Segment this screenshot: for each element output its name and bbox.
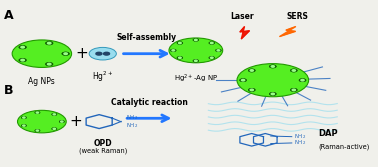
- Text: (Raman-active): (Raman-active): [319, 143, 370, 150]
- Circle shape: [64, 53, 67, 54]
- Circle shape: [21, 116, 26, 119]
- Circle shape: [48, 63, 51, 65]
- Text: Laser: Laser: [231, 12, 254, 21]
- Circle shape: [299, 78, 306, 82]
- Text: B: B: [4, 84, 14, 97]
- Circle shape: [211, 57, 213, 58]
- Circle shape: [96, 52, 102, 55]
- Circle shape: [45, 62, 53, 66]
- Circle shape: [195, 39, 197, 41]
- Text: NH$_2$: NH$_2$: [294, 138, 306, 147]
- Circle shape: [12, 40, 71, 67]
- Circle shape: [271, 66, 274, 67]
- Circle shape: [240, 78, 247, 82]
- Circle shape: [21, 59, 24, 61]
- Circle shape: [52, 128, 57, 130]
- Polygon shape: [240, 27, 249, 39]
- Circle shape: [211, 42, 213, 44]
- Circle shape: [290, 88, 297, 92]
- Circle shape: [36, 112, 39, 113]
- Circle shape: [17, 110, 66, 133]
- Circle shape: [177, 42, 183, 44]
- Circle shape: [301, 79, 304, 81]
- Circle shape: [209, 42, 215, 44]
- Circle shape: [242, 79, 245, 81]
- Circle shape: [36, 130, 39, 131]
- Text: (weak Raman): (weak Raman): [79, 148, 127, 154]
- Circle shape: [172, 50, 175, 51]
- Circle shape: [170, 49, 176, 52]
- Circle shape: [178, 42, 181, 44]
- Circle shape: [269, 92, 276, 96]
- Circle shape: [209, 56, 215, 59]
- Circle shape: [59, 120, 65, 123]
- Text: Hg$^{2+}$: Hg$^{2+}$: [92, 70, 113, 84]
- Circle shape: [250, 70, 253, 71]
- Circle shape: [60, 121, 63, 122]
- Circle shape: [53, 128, 56, 129]
- Circle shape: [193, 39, 199, 41]
- Text: Ag NPs: Ag NPs: [28, 77, 55, 86]
- Circle shape: [62, 52, 70, 55]
- Circle shape: [48, 42, 51, 44]
- Text: A: A: [4, 9, 14, 22]
- Circle shape: [217, 50, 220, 51]
- Circle shape: [292, 70, 296, 71]
- Circle shape: [237, 64, 308, 97]
- Circle shape: [19, 45, 26, 49]
- Circle shape: [19, 58, 26, 62]
- Polygon shape: [280, 27, 296, 37]
- Text: +: +: [70, 114, 82, 129]
- Circle shape: [169, 38, 223, 63]
- Text: NH$_2$: NH$_2$: [125, 113, 138, 122]
- Circle shape: [292, 89, 296, 91]
- Circle shape: [52, 113, 57, 116]
- Circle shape: [35, 111, 40, 114]
- Circle shape: [271, 93, 274, 95]
- Text: OPD: OPD: [93, 139, 112, 148]
- Circle shape: [248, 88, 256, 92]
- Circle shape: [250, 89, 253, 91]
- Circle shape: [104, 52, 110, 55]
- Circle shape: [195, 60, 197, 61]
- Text: +: +: [75, 46, 88, 61]
- Circle shape: [23, 125, 25, 126]
- Circle shape: [215, 49, 222, 52]
- Circle shape: [290, 69, 297, 72]
- Text: NH$_2$: NH$_2$: [125, 121, 138, 130]
- Circle shape: [177, 56, 183, 59]
- Circle shape: [23, 117, 25, 118]
- Text: DAP: DAP: [319, 129, 338, 138]
- Text: Self-assembly: Self-assembly: [116, 33, 177, 42]
- Circle shape: [269, 65, 276, 68]
- Circle shape: [178, 57, 181, 58]
- Circle shape: [21, 46, 24, 48]
- Text: NH$_2$: NH$_2$: [294, 132, 306, 141]
- Circle shape: [193, 59, 199, 62]
- Text: SERS: SERS: [287, 12, 309, 21]
- Circle shape: [89, 47, 116, 60]
- Text: Catalytic reaction: Catalytic reaction: [111, 98, 188, 107]
- Text: Hg$^{2+}$-Ag NP: Hg$^{2+}$-Ag NP: [174, 73, 218, 85]
- Circle shape: [45, 41, 53, 45]
- Circle shape: [21, 124, 26, 127]
- Circle shape: [248, 69, 256, 72]
- Circle shape: [53, 114, 56, 115]
- Circle shape: [35, 129, 40, 132]
